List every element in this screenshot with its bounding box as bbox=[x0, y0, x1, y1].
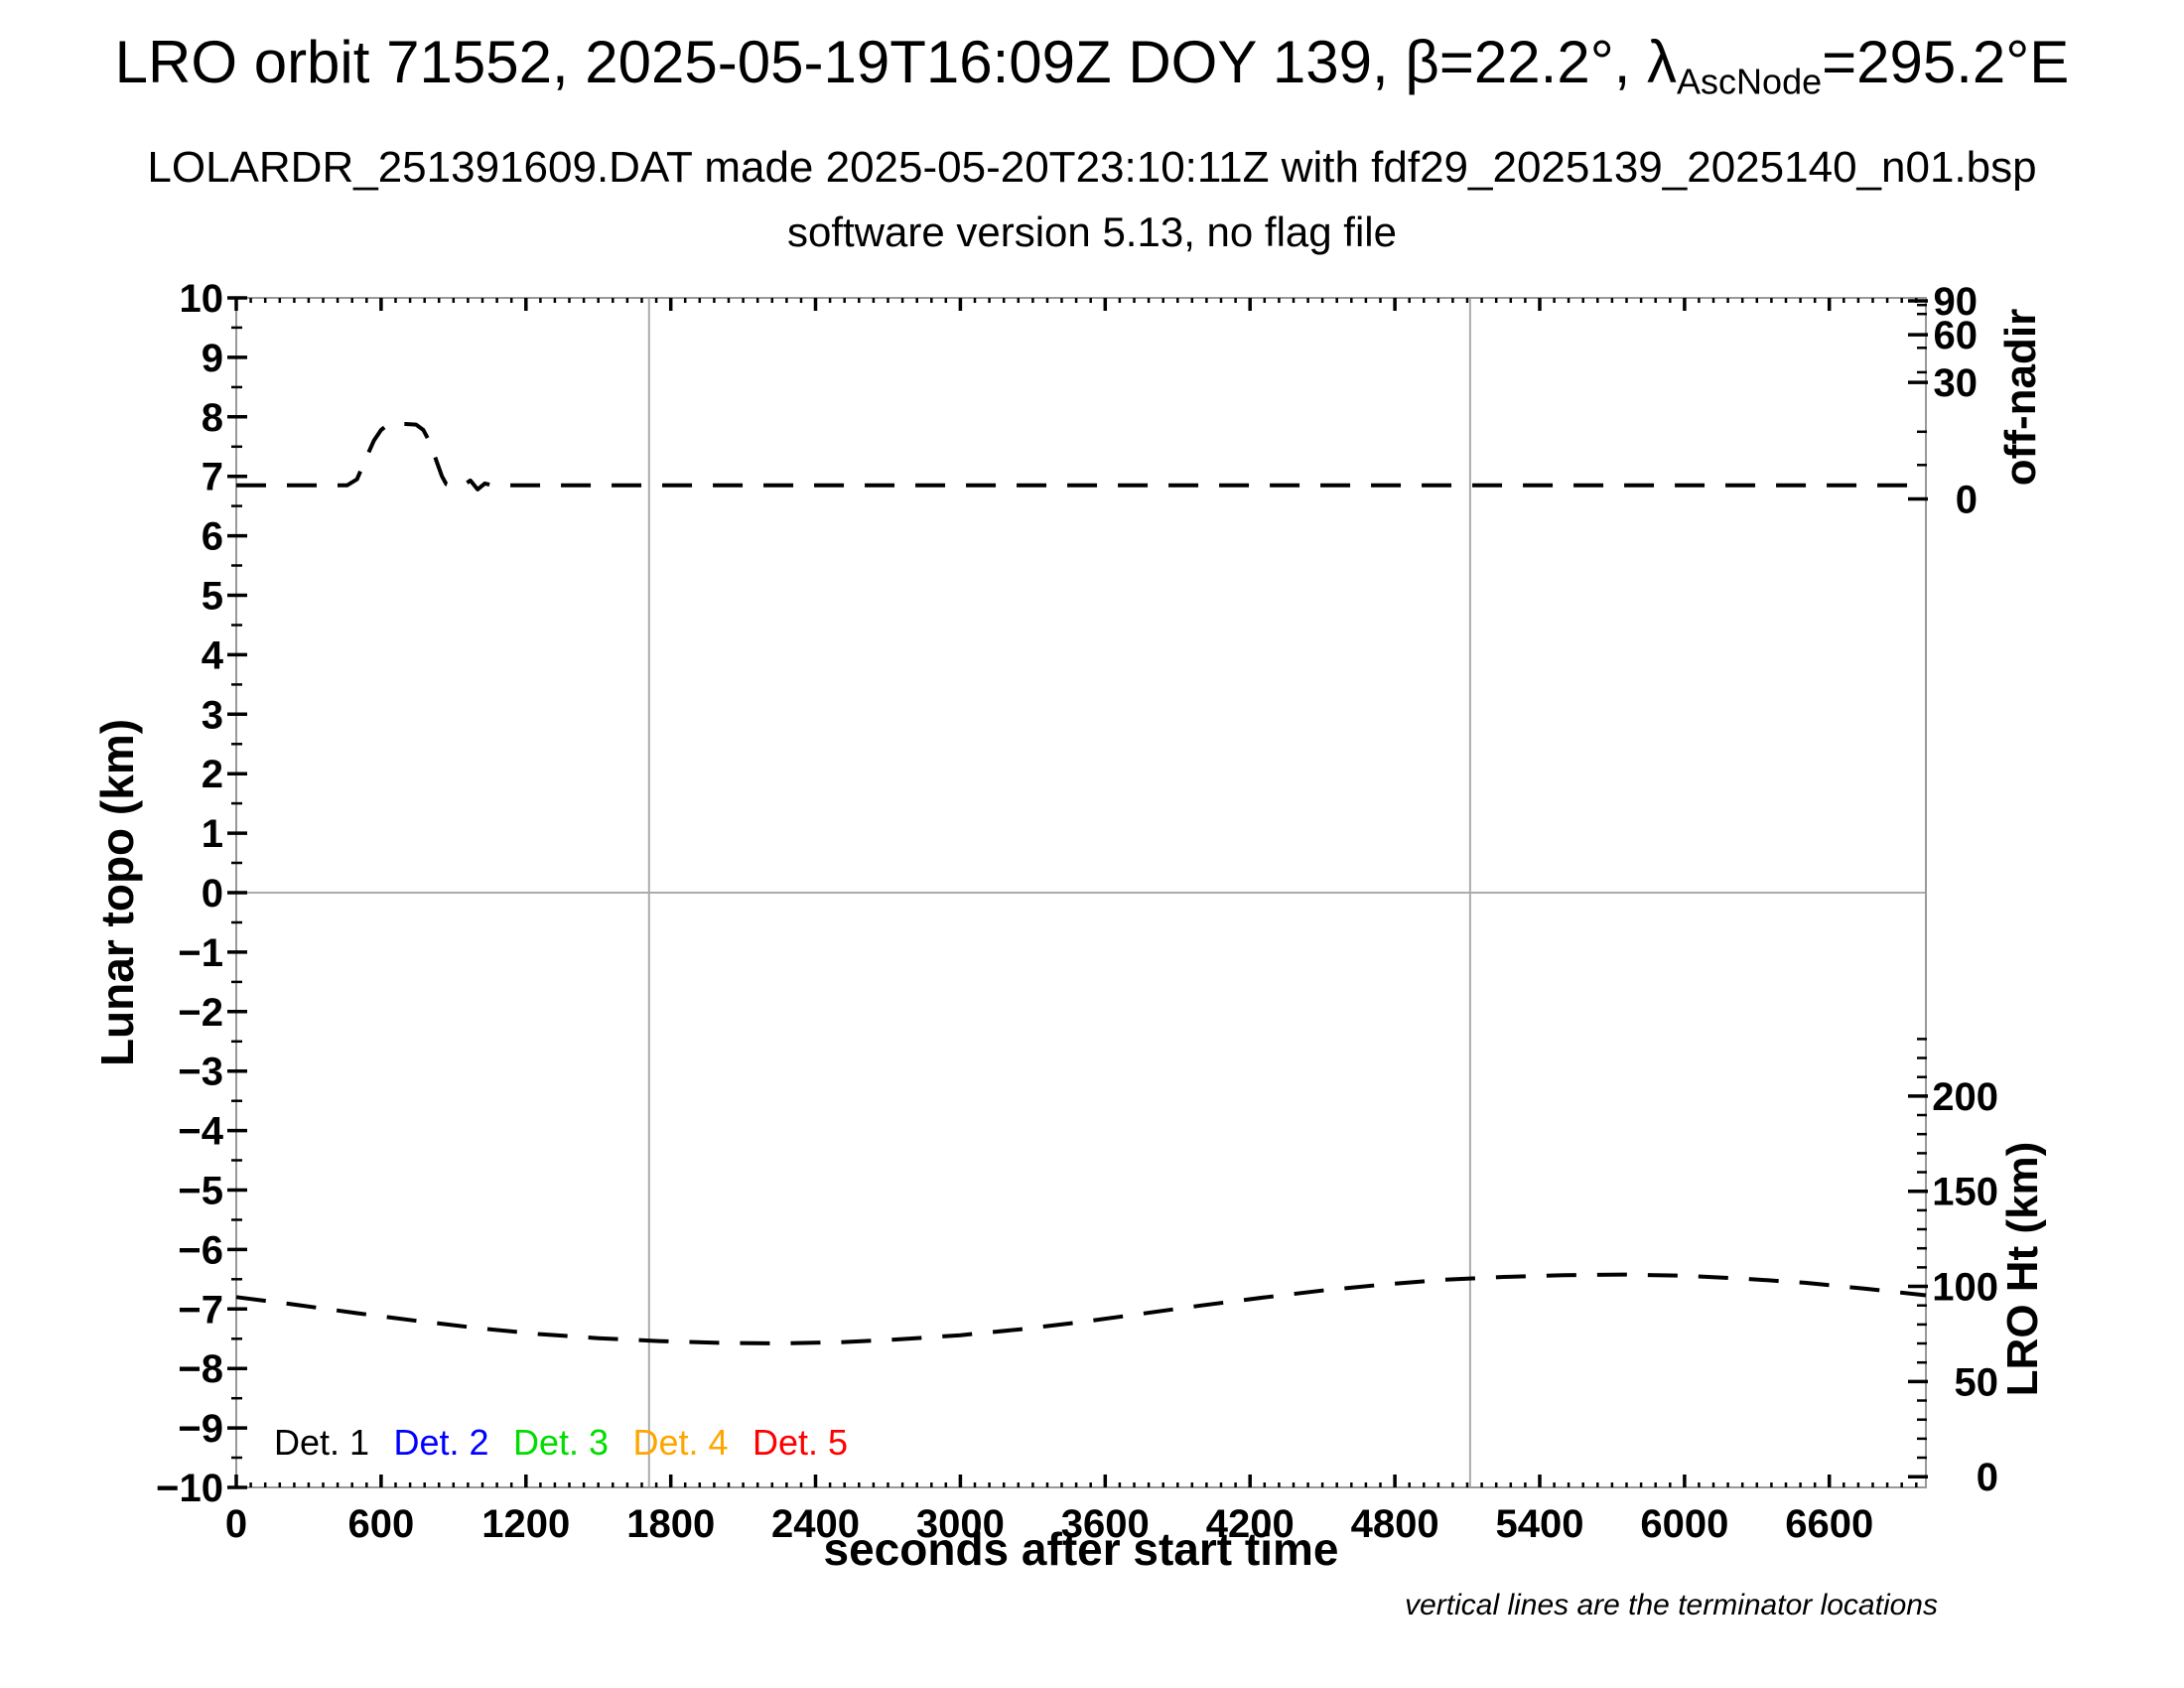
y-left-tick-label: 8 bbox=[202, 396, 223, 440]
lro-ht-tick-label: 200 bbox=[1932, 1075, 1998, 1119]
y-axis-title-lro-ht: LRO Ht (km) bbox=[1998, 1141, 2047, 1397]
x-tick-label: 1200 bbox=[481, 1502, 570, 1546]
x-tick-label: 1800 bbox=[626, 1502, 715, 1546]
x-tick-label: 3600 bbox=[1061, 1502, 1150, 1546]
off-nadir-tick-label: 90 bbox=[1934, 280, 1979, 324]
legend-item-det-4: Det. 4 bbox=[632, 1422, 729, 1463]
subtitle-software-version: software version 5.13, no flag file bbox=[786, 209, 1397, 255]
x-tick-label: 2400 bbox=[771, 1502, 860, 1546]
y-left-tick-label: 1 bbox=[202, 812, 223, 856]
y-axis-title-off-nadir: off-nadir bbox=[1996, 308, 2045, 487]
legend-item-det-1: Det. 1 bbox=[274, 1422, 370, 1463]
y-left-tick-label: 3 bbox=[202, 693, 223, 737]
legend-item-det-5: Det. 5 bbox=[752, 1422, 849, 1463]
y-left-tick-label: −7 bbox=[178, 1288, 223, 1332]
y-left-tick-label: 9 bbox=[202, 337, 223, 380]
y-left-tick-label: −5 bbox=[178, 1170, 223, 1213]
title-lambda-subscript: AscNode bbox=[1677, 61, 1823, 102]
x-tick-label: 4200 bbox=[1206, 1502, 1295, 1546]
legend-item-det-2: Det. 2 bbox=[393, 1422, 489, 1463]
y-left-tick-label: 2 bbox=[202, 753, 223, 796]
terminator-note: vertical lines are the terminator locati… bbox=[1405, 1589, 1938, 1621]
y-left-tick-label: −3 bbox=[178, 1051, 223, 1094]
y-left-tick-label: −4 bbox=[178, 1110, 223, 1154]
y-left-tick-label: −10 bbox=[156, 1467, 223, 1510]
off-nadir-tick-label: 30 bbox=[1934, 361, 1979, 405]
x-tick-label: 6600 bbox=[1785, 1502, 1873, 1546]
off-nadir-tick-label: 0 bbox=[1956, 479, 1978, 522]
legend-item-det-3: Det. 3 bbox=[513, 1422, 610, 1463]
y-left-tick-label: 6 bbox=[202, 515, 223, 559]
y-left-tick-label: −2 bbox=[178, 991, 223, 1035]
x-tick-label: 3000 bbox=[916, 1502, 1005, 1546]
plot-title: LRO orbit 71552, 2025-05-19T16:09Z DOY 1… bbox=[0, 28, 2184, 103]
y-left-tick-label: 4 bbox=[202, 633, 224, 677]
x-tick-label: 6000 bbox=[1640, 1502, 1728, 1546]
y-left-tick-label: −6 bbox=[178, 1228, 223, 1272]
y-left-tick-label: 0 bbox=[202, 872, 223, 915]
y-left-tick-label: −9 bbox=[178, 1407, 223, 1451]
y-left-tick-label: −1 bbox=[178, 931, 223, 975]
y-left-tick-label: 10 bbox=[180, 277, 224, 321]
x-axis-title: seconds after start time bbox=[823, 1523, 1339, 1575]
curve-LRO-height-above-surface bbox=[235, 1272, 1927, 1345]
x-tick-label: 4800 bbox=[1351, 1502, 1439, 1546]
title-suffix: =295.2°E bbox=[1822, 29, 2070, 95]
y-left-tick-label: 7 bbox=[202, 456, 223, 499]
lro-ht-tick-label: 50 bbox=[1955, 1360, 1999, 1404]
lro-ht-tick-label: 150 bbox=[1932, 1171, 1998, 1214]
lro-ht-tick-label: 100 bbox=[1932, 1266, 1998, 1310]
x-tick-label: 600 bbox=[348, 1502, 415, 1546]
x-tick-label: 5400 bbox=[1496, 1502, 1584, 1546]
subtitle-data-file: LOLARDR_251391609.DAT made 2025-05-20T23… bbox=[147, 143, 2037, 192]
curve-spacecraft-off-nadir-angle bbox=[236, 422, 1926, 492]
y-left-tick-label: 5 bbox=[202, 575, 223, 619]
y-left-tick-label: −8 bbox=[178, 1347, 223, 1391]
y-axis-title-lunar-topo: Lunar topo (km) bbox=[91, 718, 143, 1067]
off-nadir-tick-label: 60 bbox=[1934, 314, 1979, 357]
x-tick-label: 0 bbox=[225, 1502, 247, 1546]
title-prefix: LRO orbit 71552, 2025-05-19T16:09Z DOY 1… bbox=[114, 29, 1678, 95]
lro-ht-tick-label: 0 bbox=[1977, 1456, 1998, 1499]
